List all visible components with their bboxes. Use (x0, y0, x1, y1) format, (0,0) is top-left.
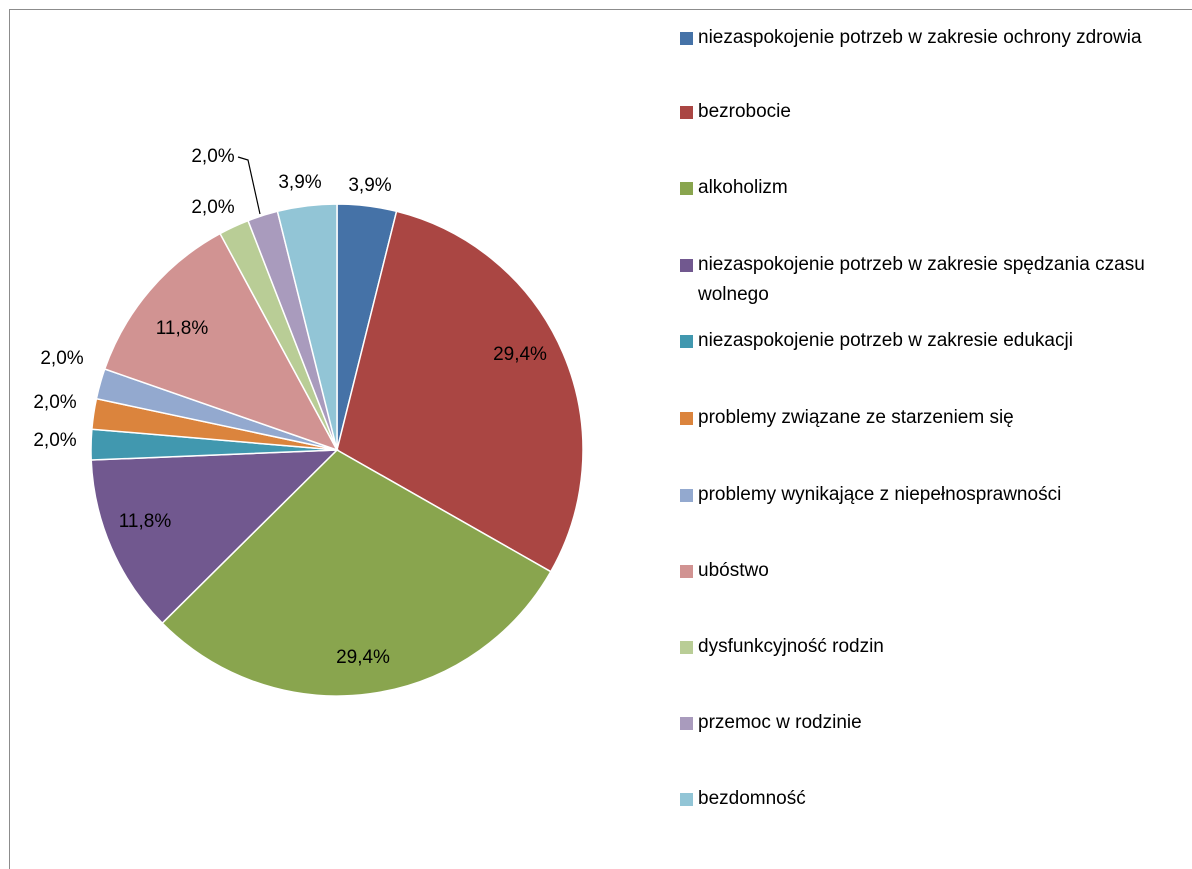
data-label: 29,4% (336, 647, 390, 668)
legend-label: problemy związane ze starzeniem się (698, 407, 1014, 428)
pie-slice (103, 232, 339, 452)
legend-swatch (680, 32, 693, 45)
pie-slice (161, 449, 552, 697)
legend-item: bezdomność (678, 784, 1178, 814)
legend-swatch (680, 717, 693, 730)
legend-item: ubóstwo (678, 556, 1178, 586)
data-label: 3,9% (348, 175, 391, 196)
data-label: 2,0% (40, 348, 83, 369)
data-label: 2,0% (191, 146, 234, 167)
legend-label: przemoc w rodzinie (698, 712, 862, 733)
legend-swatch (680, 793, 693, 806)
data-label: 2,0% (191, 197, 234, 218)
legend-label: problemy wynikające z niepełnosprawności (698, 484, 1062, 505)
chart-frame (9, 9, 1192, 869)
legend-label: ubóstwo (698, 560, 769, 581)
legend-label: bezrobocie (698, 101, 791, 122)
legend-item: alkoholizm (678, 173, 1178, 203)
data-label: 11,8% (156, 318, 209, 339)
legend-item: niezaspokojenie potrzeb w zakresie eduka… (678, 326, 1178, 356)
legend-label: niezaspokojenie potrzeb w zakresie spędz… (698, 254, 1145, 305)
legend-label: niezaspokojenie potrzeb w zakresie eduka… (698, 330, 1073, 351)
data-label: 2,0% (33, 392, 76, 413)
pie-slice (336, 210, 584, 573)
legend-swatch (680, 641, 693, 654)
legend-swatch (680, 259, 693, 272)
legend-swatch (680, 489, 693, 502)
pie-slice (276, 203, 338, 451)
legend-item: przemoc w rodzinie (678, 708, 1178, 738)
legend-swatch (680, 565, 693, 578)
data-label: 11,8% (119, 511, 172, 532)
legend-swatch (680, 106, 693, 119)
legend-item: dysfunkcyjność rodzin (678, 632, 1178, 662)
legend-item: niezaspokojenie potrzeb w zakresie spędz… (678, 250, 1178, 310)
legend-swatch (680, 182, 693, 195)
data-label: 2,0% (33, 430, 76, 451)
legend-label: alkoholizm (698, 177, 788, 198)
data-label: 29,4% (493, 344, 547, 365)
pie-slice (90, 449, 339, 625)
data-label: 3,9% (278, 172, 321, 193)
leader-line (237, 156, 261, 215)
legend-swatch (680, 412, 693, 425)
legend-item: problemy wynikające z niepełnosprawności (678, 480, 1178, 510)
legend-item: problemy związane ze starzeniem się (678, 403, 1178, 433)
legend-label: niezaspokojenie potrzeb w zakresie ochro… (698, 27, 1142, 48)
legend-label: dysfunkcyjność rodzin (698, 636, 884, 657)
legend-item: bezrobocie (678, 97, 1178, 127)
legend-label: bezdomność (698, 788, 806, 809)
legend-item: niezaspokojenie potrzeb w zakresie ochro… (678, 23, 1178, 53)
legend-swatch (680, 335, 693, 348)
